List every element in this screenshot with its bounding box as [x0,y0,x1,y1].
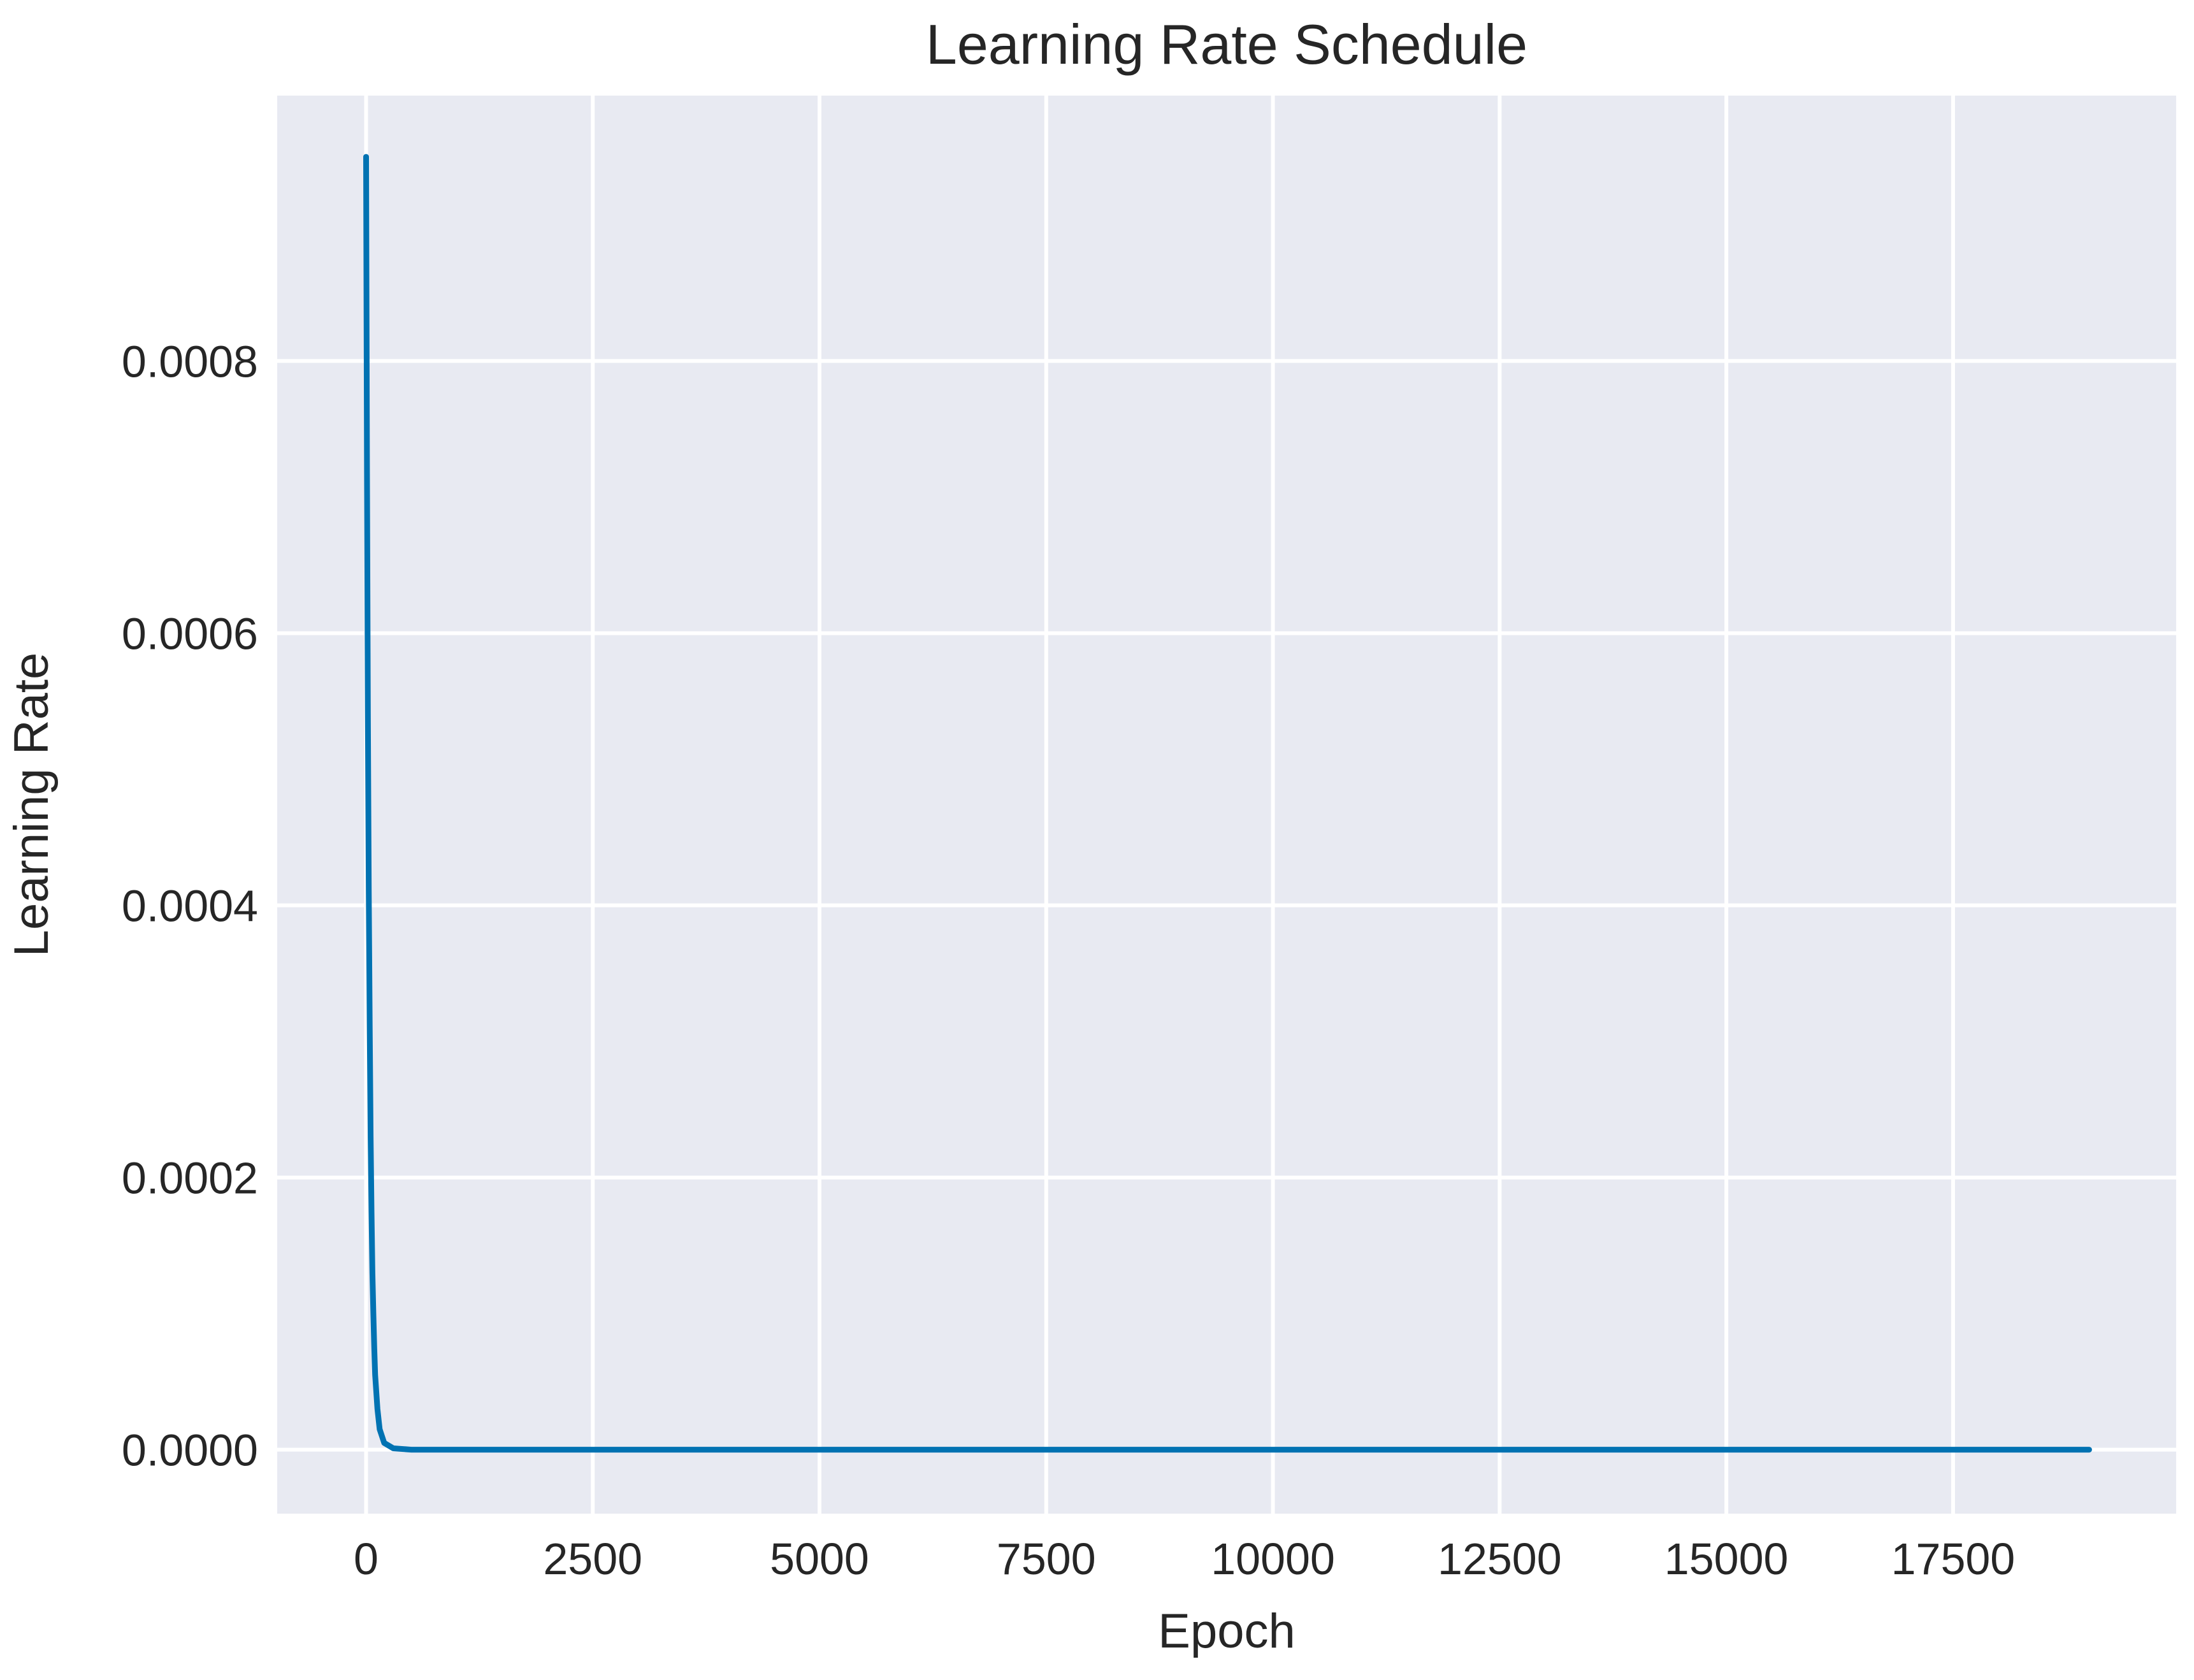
chart-title: Learning Rate Schedule [926,13,1527,76]
y-tick-label: 0.0004 [122,881,258,931]
y-tick-label: 0.0008 [122,337,258,386]
series-layer [363,154,2092,1453]
x-tick-label: 0 [354,1534,379,1584]
x-tick-label: 12500 [1438,1534,1562,1584]
x-tick-label: 5000 [770,1534,869,1584]
y-axis-label: Learning Rate [4,653,59,957]
x-tick-label: 15000 [1664,1534,1789,1584]
grid-lines [277,96,2176,1514]
x-axis-label: Epoch [1158,1604,1295,1658]
series-line [363,154,2092,1453]
y-tick-label: 0.0006 [122,609,258,658]
x-tick-label: 2500 [543,1534,642,1584]
x-tick-label: 7500 [997,1534,1096,1584]
y-tick-label: 0.0002 [122,1154,258,1203]
tick-labels: 0 2500 5000 7500 10000 12500 15000 17500 0.0000 0… [122,337,2015,1584]
y-tick-label: 0.0000 [122,1426,258,1475]
x-tick-label: 10000 [1211,1534,1335,1584]
plot-background [277,96,2176,1514]
x-tick-label: 17500 [1891,1534,2016,1584]
